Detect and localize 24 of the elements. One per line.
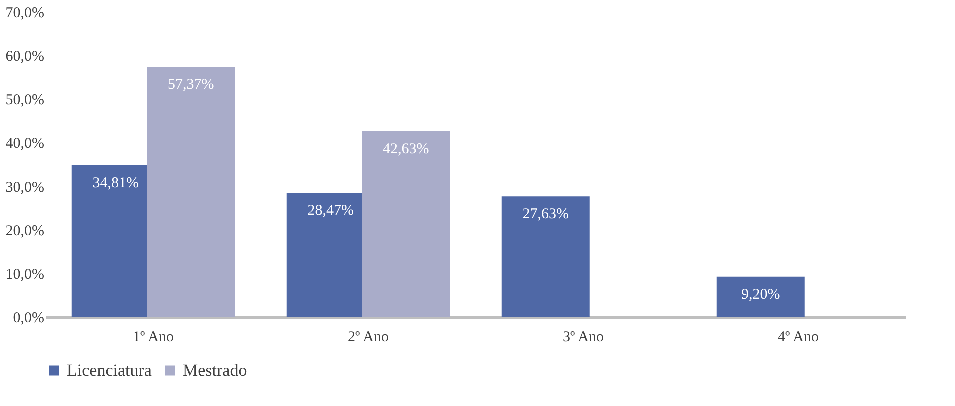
y-tick-label: 10,0% [6, 266, 44, 283]
data-label: 28,47% [308, 202, 354, 219]
y-tick-label: 60,0% [6, 49, 44, 66]
data-label: 27,63% [522, 206, 569, 223]
data-label: 34,81% [92, 175, 139, 192]
legend-label: Licenciatura [67, 360, 152, 380]
legend-label: Mestrado [183, 360, 248, 380]
data-label: 42,63% [383, 141, 430, 158]
x-tick-label: 3º Ano [563, 330, 604, 346]
data-label: 9,20% [742, 286, 780, 303]
y-tick-label: 50,0% [6, 92, 44, 109]
bar [716, 276, 805, 317]
x-tick-label: 1º Ano [133, 330, 174, 346]
data-label: 57,37% [168, 77, 214, 94]
x-tick-label: 4º Ano [778, 330, 819, 346]
y-tick-label: 0,0% [13, 310, 44, 326]
y-tick-label: 30,0% [6, 180, 44, 196]
bar [147, 67, 236, 317]
y-tick-label: 70,0% [6, 6, 44, 22]
bar [362, 131, 450, 317]
bar [502, 196, 590, 317]
x-tick-label: 2º Ano [348, 330, 389, 346]
y-tick-label: 20,0% [6, 223, 44, 240]
y-tick-label: 40,0% [6, 136, 44, 152]
